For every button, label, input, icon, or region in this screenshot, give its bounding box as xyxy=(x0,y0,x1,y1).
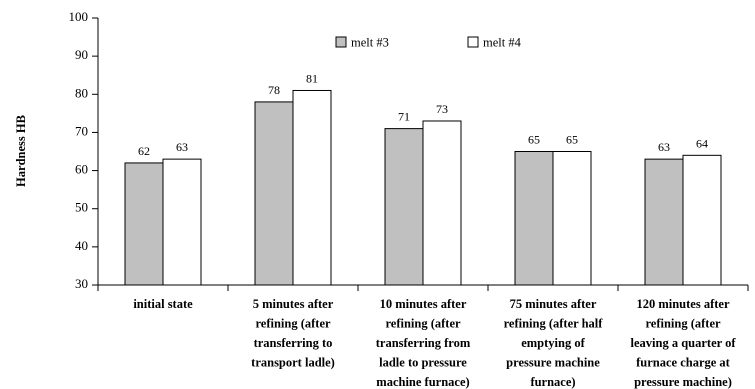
x-category-label-line: transport ladle) xyxy=(251,356,335,370)
x-category-label-line: furnace) xyxy=(530,375,575,389)
y-axis-title: Hardness HB xyxy=(14,115,28,187)
bar-melt-3 xyxy=(254,101,294,286)
y-tick-label: 30 xyxy=(75,276,88,291)
x-category-label-line: ladle to pressure xyxy=(379,356,467,370)
y-tick-label: 50 xyxy=(75,200,88,215)
x-category-label-line: refining (after xyxy=(385,317,461,331)
legend-label: melt #3 xyxy=(351,36,389,50)
data-label: 64 xyxy=(696,136,708,150)
data-label: 71 xyxy=(398,110,410,124)
data-label: 65 xyxy=(528,133,540,147)
x-category-label: 120 minutes after refining (after leaving … xyxy=(631,297,737,389)
bar-melt-4 xyxy=(422,120,462,286)
data-label: 62 xyxy=(138,144,150,158)
data-label: 73 xyxy=(436,102,448,116)
bar-melt-3 xyxy=(384,128,424,286)
y-tick-label: 60 xyxy=(75,162,88,177)
x-category-label-line: 10 minutes after xyxy=(380,297,467,311)
y-tick-label: 100 xyxy=(69,9,89,24)
y-axis-title-group: Hardness HB xyxy=(14,115,28,187)
y-tick-label: 70 xyxy=(75,123,88,138)
data-label: 81 xyxy=(306,71,318,85)
data-label: 65 xyxy=(566,133,578,147)
x-category-label-line: emptying of xyxy=(521,336,585,350)
legend-swatch xyxy=(335,36,347,48)
x-category-label-line: furnace charge at xyxy=(636,356,731,370)
y-tick-label: 40 xyxy=(75,238,88,253)
x-category-label-line: refining (after xyxy=(645,317,721,331)
bar-melt-3 xyxy=(124,162,164,286)
x-category-label-line: pressure machine) xyxy=(634,375,732,389)
x-category-label-line: 120 minutes after xyxy=(636,297,729,311)
legend: melt #3 melt #4 xyxy=(335,36,522,50)
x-category-label-line: pressure machine xyxy=(506,356,600,370)
x-category-label-line: machine furnace) xyxy=(376,375,469,389)
bar-melt-4 xyxy=(552,151,592,286)
data-label: 63 xyxy=(658,140,670,154)
x-category-label: initial state xyxy=(133,297,193,311)
bar-melt-4 xyxy=(162,158,202,286)
x-category-label: 75 minutes after refining (after half empt… xyxy=(504,297,604,389)
x-category-label-line: leaving a quarter of xyxy=(631,336,737,350)
y-tick-label: 90 xyxy=(75,47,88,62)
x-category-label: 5 minutes after refining (after transferri… xyxy=(251,297,335,370)
plot-area: 30 40 50 60 70 80 90 100 62 63 initial state 78 81 5 … xyxy=(69,9,749,389)
x-category-label-line: 5 minutes after xyxy=(253,297,334,311)
bar-melt-4 xyxy=(292,89,332,286)
data-label: 78 xyxy=(268,83,280,97)
x-category-label-line: initial state xyxy=(133,297,193,311)
x-category-label-line: transferring from xyxy=(376,336,471,350)
bar-melt-4 xyxy=(682,154,722,286)
x-category-label-line: refining (after xyxy=(255,317,331,331)
legend-label: melt #4 xyxy=(483,36,522,50)
y-tick-label: 80 xyxy=(75,85,88,100)
x-category-label-line: transferring to xyxy=(254,336,333,350)
x-category-label-line: refining (after half xyxy=(504,317,604,331)
bar-melt-3 xyxy=(644,158,684,286)
bar-melt-3 xyxy=(514,151,554,286)
x-category-label: 10 minutes after refining (after transferr… xyxy=(376,297,471,389)
x-category-label-line: 75 minutes after xyxy=(510,297,597,311)
data-label: 63 xyxy=(176,140,188,154)
legend-swatch xyxy=(467,36,479,48)
